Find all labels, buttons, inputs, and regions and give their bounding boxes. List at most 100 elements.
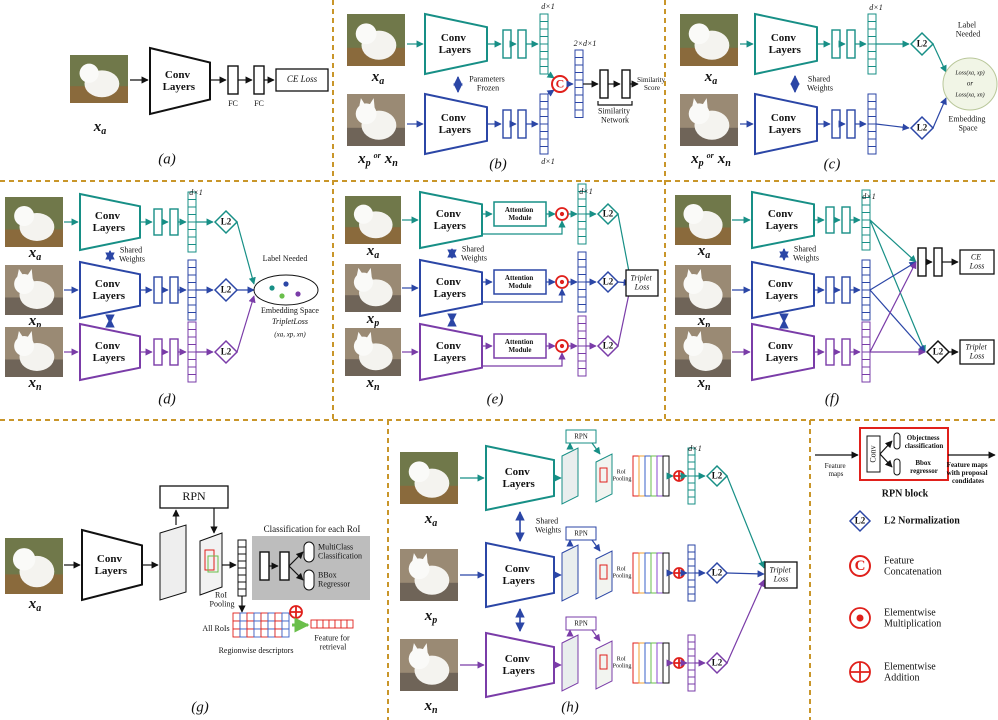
rpn-box bbox=[565, 429, 597, 444]
photo-head bbox=[355, 23, 377, 45]
label: L2 bbox=[917, 123, 928, 133]
vector-cell bbox=[577, 330, 587, 339]
vector-cell bbox=[867, 123, 877, 132]
label: d×1 bbox=[541, 157, 554, 166]
fc-layer bbox=[825, 206, 835, 234]
mult-dot bbox=[559, 343, 565, 349]
fc-layer bbox=[227, 65, 239, 95]
feature-map bbox=[595, 640, 613, 690]
label-line: Loss bbox=[773, 574, 789, 583]
vector-cell bbox=[577, 289, 587, 298]
label: (e) bbox=[487, 391, 504, 407]
input-label: xp bbox=[697, 313, 711, 331]
photo bbox=[400, 639, 458, 691]
input-label: xn bbox=[27, 375, 42, 393]
roi-descriptor bbox=[632, 552, 640, 594]
label-line: Conv bbox=[768, 339, 796, 351]
vector-cell bbox=[867, 66, 877, 75]
fc-layer bbox=[169, 208, 179, 236]
label-line: MultiClass bbox=[318, 542, 355, 551]
vector-cell bbox=[577, 368, 587, 377]
photo-head bbox=[79, 63, 99, 83]
vector-cell bbox=[867, 58, 877, 67]
photo-head bbox=[683, 204, 704, 224]
vector-cell bbox=[867, 116, 877, 125]
label: C bbox=[855, 558, 866, 574]
label: MultiClass Classification bbox=[318, 542, 362, 560]
photo-head bbox=[12, 548, 36, 571]
label: Regionwise descriptors bbox=[219, 646, 294, 655]
photo bbox=[345, 196, 401, 244]
fc-layer bbox=[502, 29, 512, 59]
vector-cell bbox=[237, 581, 247, 590]
label-line: Conv bbox=[97, 552, 125, 564]
label-line: Loss bbox=[969, 351, 985, 360]
label: L2 bbox=[221, 285, 232, 295]
input-label-part: x bbox=[28, 313, 37, 329]
label: Conv Layers bbox=[93, 339, 126, 363]
vector-cell bbox=[539, 138, 549, 147]
vector-cell bbox=[187, 374, 197, 383]
fc-layer bbox=[253, 65, 265, 95]
label-line: Elementwise bbox=[884, 608, 938, 619]
label-line: Module bbox=[509, 346, 532, 354]
label-line: Embedding bbox=[949, 114, 988, 123]
label-line: Layers bbox=[766, 352, 799, 364]
concat-op bbox=[849, 555, 871, 577]
vector-cell bbox=[574, 64, 584, 73]
vector-cell bbox=[687, 676, 696, 685]
vector-cell bbox=[539, 108, 549, 117]
embedding-point bbox=[279, 293, 285, 299]
input-label: xn bbox=[365, 375, 380, 393]
label-line: with proposal bbox=[947, 469, 990, 477]
label: Conv Layers bbox=[95, 552, 128, 576]
input-label-part: x bbox=[690, 151, 699, 167]
feature-map bbox=[561, 447, 579, 505]
label-line: condidates bbox=[952, 476, 984, 484]
mult-dot bbox=[559, 211, 565, 217]
label-line: regressor bbox=[910, 467, 938, 475]
label: Similarity Network bbox=[598, 106, 632, 124]
label-line: Triplet bbox=[965, 342, 988, 351]
label: L2 bbox=[221, 347, 232, 357]
label: Loss(xa, xn) bbox=[954, 91, 984, 98]
fc-layer bbox=[259, 551, 270, 581]
fc-layer bbox=[831, 29, 841, 59]
vector-cell bbox=[861, 282, 871, 291]
roi-grid-cell bbox=[253, 612, 262, 622]
photo bbox=[345, 264, 401, 312]
vector-cell bbox=[577, 221, 587, 230]
arrow bbox=[726, 570, 765, 578]
mult-dot bbox=[559, 279, 565, 285]
label: Triplet Loss bbox=[769, 565, 792, 583]
label-line: Loss bbox=[969, 261, 985, 270]
vector-cell bbox=[867, 131, 877, 140]
feature-cell bbox=[346, 619, 354, 629]
vector-cell bbox=[187, 214, 197, 223]
roi-grid-cell bbox=[281, 628, 290, 638]
input-label: xa bbox=[424, 511, 438, 529]
label-line: Triplet bbox=[769, 565, 792, 574]
label: FC bbox=[228, 99, 238, 108]
arrow bbox=[869, 289, 926, 353]
encoder bbox=[419, 322, 483, 382]
label-line: Attention bbox=[505, 206, 535, 214]
fc-layer bbox=[169, 276, 179, 304]
encoder bbox=[79, 192, 141, 252]
label-line: Concatenation bbox=[884, 567, 942, 578]
label-line: Shared bbox=[120, 245, 144, 254]
photo bbox=[347, 94, 405, 146]
label: Conv Layers bbox=[769, 31, 802, 55]
label-line: Shared bbox=[462, 244, 486, 253]
roi-descriptor bbox=[644, 642, 652, 684]
roi-grid-cell bbox=[267, 620, 276, 630]
arrow bbox=[591, 629, 601, 642]
vector-cell bbox=[867, 13, 877, 22]
vector-cell bbox=[237, 567, 247, 576]
input-label: xpor xn bbox=[690, 151, 731, 169]
embedding-point bbox=[295, 291, 301, 297]
input-label-part: a bbox=[432, 518, 437, 529]
label: Parameters Frozen bbox=[469, 74, 507, 92]
input-label-part: x bbox=[28, 245, 37, 261]
vector-cell bbox=[861, 304, 871, 313]
